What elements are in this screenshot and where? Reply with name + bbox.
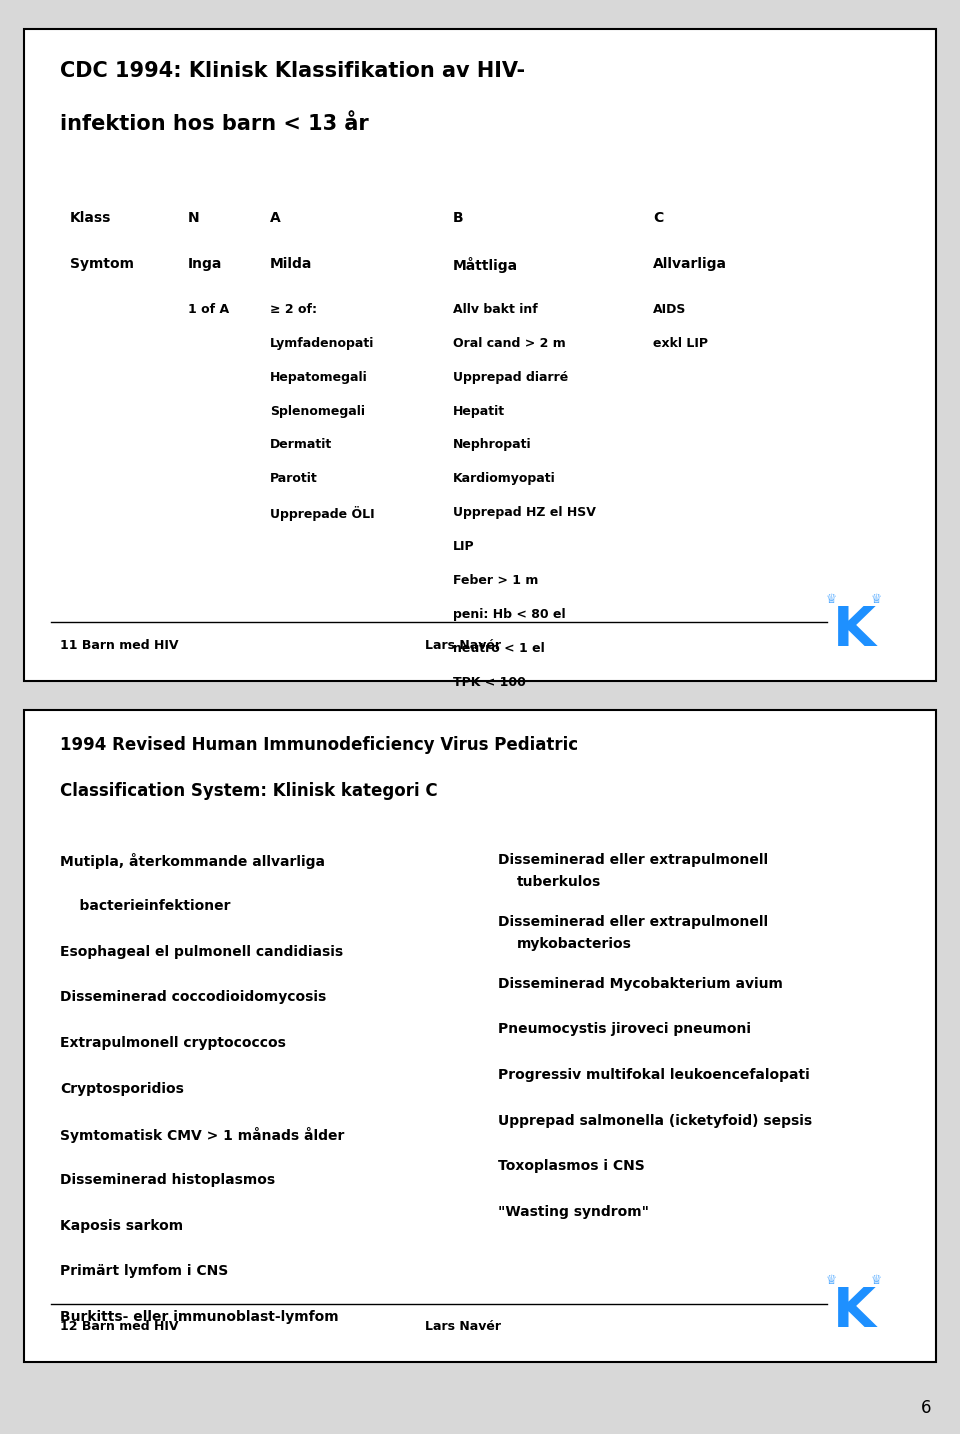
- Text: K: K: [832, 1285, 876, 1339]
- Text: AIDS: AIDS: [653, 303, 686, 315]
- FancyBboxPatch shape: [24, 710, 936, 1362]
- Text: Disseminerad eller extrapulmonell: Disseminerad eller extrapulmonell: [498, 853, 768, 868]
- Text: Feber > 1 m: Feber > 1 m: [453, 574, 538, 587]
- FancyBboxPatch shape: [24, 29, 936, 681]
- Text: Splenomegali: Splenomegali: [271, 404, 365, 417]
- Text: ♕: ♕: [826, 1275, 837, 1288]
- Text: Dermatit: Dermatit: [271, 439, 332, 452]
- Text: Pneumocystis jiroveci pneumoni: Pneumocystis jiroveci pneumoni: [498, 1022, 752, 1037]
- Text: Upprepad HZ el HSV: Upprepad HZ el HSV: [453, 506, 595, 519]
- Text: Disseminerad histoplasmos: Disseminerad histoplasmos: [60, 1173, 276, 1187]
- Text: exkl LIP: exkl LIP: [653, 337, 708, 350]
- Text: B: B: [453, 211, 464, 225]
- Text: CDC 1994: Klinisk Klassifikation av HIV-: CDC 1994: Klinisk Klassifikation av HIV-: [60, 62, 526, 82]
- Text: 1 of A: 1 of A: [188, 303, 229, 315]
- Text: Disseminerad Mycobakterium avium: Disseminerad Mycobakterium avium: [498, 977, 783, 991]
- Text: 1994 Revised Human Immunodeficiency Virus Pediatric: 1994 Revised Human Immunodeficiency Viru…: [60, 736, 579, 754]
- Text: Upprepade ÖLI: Upprepade ÖLI: [271, 506, 374, 522]
- Text: bacterieinfektioner: bacterieinfektioner: [60, 899, 231, 913]
- Text: neutro < 1 el: neutro < 1 el: [453, 642, 544, 655]
- Text: A: A: [271, 211, 281, 225]
- Text: Inga: Inga: [188, 257, 223, 271]
- Text: LIP: LIP: [453, 541, 474, 554]
- Text: Allvarliga: Allvarliga: [653, 257, 728, 271]
- Text: Kardiomyopati: Kardiomyopati: [453, 472, 556, 485]
- Text: Upprepad salmonella (icketyfoid) sepsis: Upprepad salmonella (icketyfoid) sepsis: [498, 1114, 812, 1127]
- Text: ♕: ♕: [871, 594, 882, 607]
- Text: Hepatit: Hepatit: [453, 404, 505, 417]
- Text: Symtomatisk CMV > 1 månads ålder: Symtomatisk CMV > 1 månads ålder: [60, 1127, 345, 1143]
- Text: C: C: [653, 211, 663, 225]
- Text: Disseminerad coccodioidomycosis: Disseminerad coccodioidomycosis: [60, 991, 326, 1004]
- Text: Oral cand > 2 m: Oral cand > 2 m: [453, 337, 565, 350]
- Text: Parotit: Parotit: [271, 472, 318, 485]
- Text: ♕: ♕: [826, 594, 837, 607]
- Text: K: K: [832, 604, 876, 658]
- Text: Hepatomegali: Hepatomegali: [271, 370, 368, 383]
- Text: Klass: Klass: [69, 211, 111, 225]
- Text: Cryptosporidios: Cryptosporidios: [60, 1081, 184, 1096]
- Text: Milda: Milda: [271, 257, 313, 271]
- Text: infektion hos barn < 13 år: infektion hos barn < 13 år: [60, 113, 370, 133]
- Text: Extrapulmonell cryptococcos: Extrapulmonell cryptococcos: [60, 1035, 286, 1050]
- Text: Måttliga: Måttliga: [453, 257, 517, 272]
- Text: Lars Navér: Lars Navér: [425, 638, 501, 651]
- Text: peni: Hb < 80 el: peni: Hb < 80 el: [453, 608, 565, 621]
- Text: 11 Barn med HIV: 11 Barn med HIV: [60, 638, 179, 651]
- Text: TPK < 100: TPK < 100: [453, 675, 525, 688]
- Text: 12 Barn med HIV: 12 Barn med HIV: [60, 1319, 179, 1332]
- Text: Symtom: Symtom: [69, 257, 133, 271]
- Text: Kaposis sarkom: Kaposis sarkom: [60, 1219, 183, 1233]
- Text: Mutipla, återkommande allvarliga: Mutipla, återkommande allvarliga: [60, 853, 325, 869]
- Text: Classification System: Klinisk kategori C: Classification System: Klinisk kategori …: [60, 782, 438, 800]
- Text: Primärt lymfom i CNS: Primärt lymfom i CNS: [60, 1265, 228, 1279]
- Text: "Wasting syndrom": "Wasting syndrom": [498, 1205, 649, 1219]
- Text: Upprepad diarré: Upprepad diarré: [453, 370, 568, 383]
- Text: mykobacterios: mykobacterios: [516, 936, 632, 951]
- Text: Burkitts- eller immunoblast-lymfom: Burkitts- eller immunoblast-lymfom: [60, 1311, 339, 1324]
- Text: N: N: [188, 211, 200, 225]
- Text: Allv bakt inf: Allv bakt inf: [453, 303, 538, 315]
- Text: Lars Navér: Lars Navér: [425, 1319, 501, 1332]
- Text: Progressiv multifokal leukoencefalopati: Progressiv multifokal leukoencefalopati: [498, 1068, 810, 1083]
- Text: 6: 6: [921, 1398, 931, 1417]
- Text: Disseminerad eller extrapulmonell: Disseminerad eller extrapulmonell: [498, 915, 768, 929]
- Text: ≥ 2 of:: ≥ 2 of:: [271, 303, 317, 315]
- Text: Nephropati: Nephropati: [453, 439, 531, 452]
- Text: ♕: ♕: [871, 1275, 882, 1288]
- Text: tuberkulos: tuberkulos: [516, 875, 601, 889]
- Text: Toxoplasmos i CNS: Toxoplasmos i CNS: [498, 1159, 645, 1173]
- Text: Esophageal el pulmonell candidiasis: Esophageal el pulmonell candidiasis: [60, 945, 344, 959]
- Text: Lymfadenopati: Lymfadenopati: [271, 337, 374, 350]
